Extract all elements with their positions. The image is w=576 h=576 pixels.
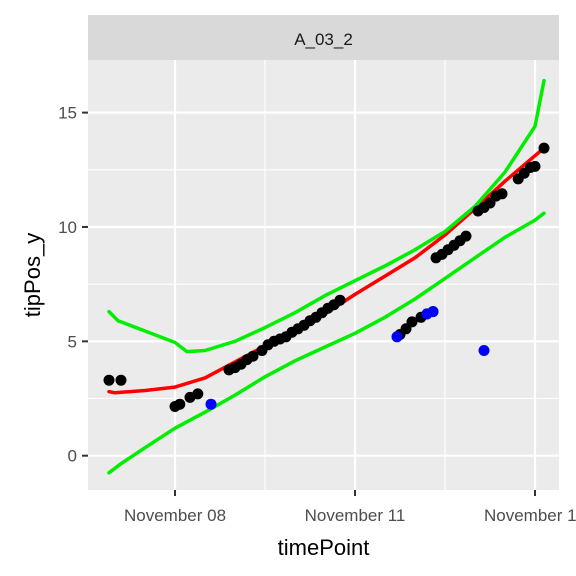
x-axis: November 08 November 11 November 14 — [124, 490, 576, 525]
y-tick-label: 15 — [58, 104, 77, 123]
data-point — [247, 350, 259, 362]
data-point — [538, 142, 550, 154]
data-point — [496, 188, 508, 200]
data-point — [460, 230, 472, 242]
data-point — [529, 160, 541, 172]
x-tick-label: November 14 — [484, 506, 576, 525]
strip-label: A_03_2 — [294, 30, 353, 49]
data-point — [192, 388, 204, 400]
y-axis-title: tipPos_y — [20, 233, 45, 317]
data-point — [174, 398, 186, 410]
data-point — [115, 374, 127, 386]
x-axis-title: timePoint — [278, 535, 370, 560]
plot-panel — [88, 60, 559, 490]
y-axis: 0 5 10 15 — [58, 104, 88, 466]
major-gridlines — [88, 60, 559, 490]
strip-background — [88, 15, 559, 60]
y-tick-label: 0 — [68, 447, 77, 466]
data-point — [391, 331, 403, 343]
y-tick-label: 5 — [68, 332, 77, 351]
series-line-3 — [107, 211, 546, 475]
series-line-2 — [107, 78, 546, 354]
data-point — [334, 294, 346, 306]
minor-gridlines — [88, 60, 559, 490]
y-tick-label: 10 — [58, 218, 77, 237]
data-point — [427, 306, 439, 318]
series-layer — [103, 78, 550, 475]
data-point — [103, 374, 115, 386]
data-point — [205, 398, 217, 410]
data-point — [478, 345, 490, 356]
x-tick-label: November 11 — [305, 506, 406, 525]
data-point — [406, 316, 418, 328]
x-tick-label: November 08 — [124, 506, 226, 525]
